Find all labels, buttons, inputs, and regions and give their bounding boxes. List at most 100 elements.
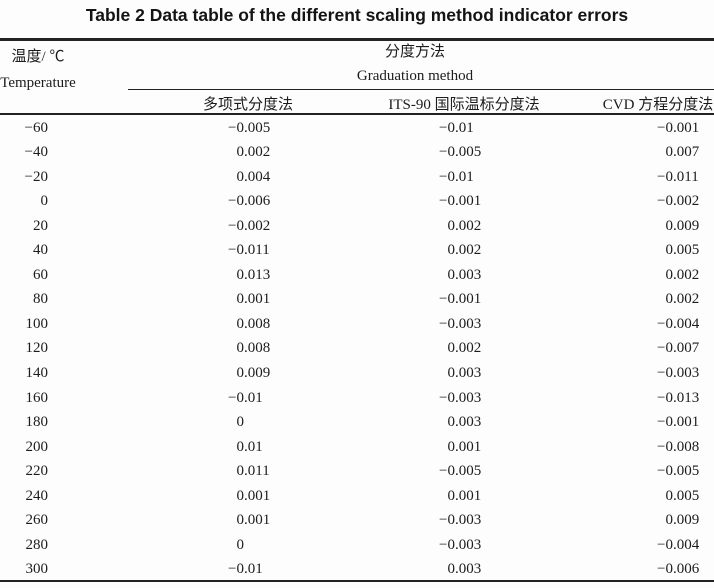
cell-integer-part: 120 <box>25 340 49 357</box>
its90-error-cell: −0.001 <box>439 189 481 214</box>
polynomial-error-cell: 0.001 <box>237 508 271 533</box>
cell-integer-part: 60 <box>33 266 48 283</box>
temperature-column-header: 温度/ ℃ Temperature <box>0 49 76 92</box>
cell-integer-part: 260 <box>25 512 49 529</box>
cvd-error-cell: −0.002 <box>657 189 699 214</box>
cell-fraction-part: .006 <box>673 561 700 578</box>
cell-integer-part: −0 <box>228 242 244 259</box>
cell-fraction-part: .005 <box>455 463 482 480</box>
its90-error-cell: 0.001 <box>448 435 482 460</box>
its90-error-cell: 0.003 <box>448 361 482 386</box>
cell-fraction-part: .005 <box>673 463 700 480</box>
cell-integer-part: −0 <box>657 315 673 332</box>
spanner-label-en: Graduation method <box>356 68 474 84</box>
polynomial-error-cell: −0.005 <box>228 116 270 141</box>
table-row: 260 0.001 −0.003 0.009 <box>0 508 714 533</box>
cell-fraction-part: .01 <box>244 389 263 406</box>
cell-integer-part: 0 <box>40 193 49 210</box>
polynomial-error-cell: 0.008 <box>237 312 271 337</box>
cvd-error-cell: −0.001 <box>657 410 699 435</box>
cell-fraction-part: .001 <box>244 512 271 529</box>
cell-integer-part: 160 <box>25 389 49 406</box>
cell-integer-part: −0 <box>657 168 673 185</box>
cell-fraction-part: .005 <box>455 144 482 161</box>
cell-integer-part: 200 <box>25 438 49 455</box>
cell-fraction-part: .003 <box>455 536 482 553</box>
cell-integer-part: 180 <box>25 414 49 431</box>
cell-integer-part: −0 <box>657 193 673 210</box>
cell-fraction-part: .007 <box>673 144 700 161</box>
spanner-underline-rule <box>128 89 714 91</box>
column-header-its90-method: ITS-90 国际温标分度法 <box>388 97 540 113</box>
its90-error-cell: 0.003 <box>448 557 482 582</box>
cvd-error-cell: −0.005 <box>657 459 700 484</box>
table-row: 300 −0.01 0.003 −0.006 <box>0 557 714 582</box>
cell-fraction-part: .004 <box>673 536 700 553</box>
cell-fraction-part: .003 <box>455 315 482 332</box>
cvd-error-cell: 0.005 <box>666 238 700 263</box>
table-row: 40 −0.011 0.002 0.005 <box>0 238 714 263</box>
cell-integer-part: 280 <box>25 536 49 553</box>
cell-fraction-part: .003 <box>455 512 482 529</box>
its90-error-cell: 0.001 <box>448 484 482 509</box>
cell-integer-part: −0 <box>439 119 455 136</box>
cell-integer-part: −0 <box>439 168 455 185</box>
table-row: 160 −0.01 −0.003 −0.013 <box>0 386 714 411</box>
cell-integer-part: 0 <box>447 487 456 504</box>
cell-fraction-part: .013 <box>244 266 271 283</box>
cell-integer-part: −0 <box>439 389 455 406</box>
cell-fraction-part: .003 <box>455 364 482 381</box>
cell-integer-part: 40 <box>33 242 48 259</box>
polynomial-error-cell: 0.001 <box>237 287 271 312</box>
its90-error-cell: −0.01 <box>439 165 474 190</box>
cvd-error-cell: 0.009 <box>666 214 700 239</box>
cell-integer-part: 0 <box>447 266 456 283</box>
table-row: 20 −0.002 0.002 0.009 <box>0 214 714 239</box>
column-header-cvd-method: CVD 方程分度法 <box>602 97 714 113</box>
cvd-error-cell: −0.001 <box>657 116 699 141</box>
polynomial-error-cell: 0.008 <box>237 336 271 361</box>
its90-error-cell: −0.003 <box>439 386 481 411</box>
cvd-error-cell: −0.006 <box>657 557 700 582</box>
table-row: 180 0 0.003 −0.001 <box>0 410 714 435</box>
its90-error-cell: 0.002 <box>448 238 482 263</box>
cell-integer-part: −0 <box>439 536 455 553</box>
table-row: 140 0.009 0.003 −0.003 <box>0 361 714 386</box>
cell-fraction-part: .001 <box>455 487 482 504</box>
table-row: −40 0.002 −0.005 0.007 <box>0 140 714 165</box>
header-bottom-rule <box>0 113 714 116</box>
cell-integer-part: 0 <box>665 512 674 529</box>
its90-error-cell: −0.003 <box>439 508 482 533</box>
table-row: 200 0.01 0.001 −0.008 <box>0 435 714 460</box>
cell-fraction-part: .01 <box>244 438 263 455</box>
cell-integer-part: −0 <box>657 119 673 136</box>
cell-integer-part: −0 <box>228 217 244 234</box>
polynomial-error-cell: 0.009 <box>237 361 271 386</box>
table-row: 280 0 −0.003 −0.004 <box>0 533 714 558</box>
cell-integer-part: 140 <box>25 364 49 381</box>
cell-integer-part: −0 <box>657 340 673 357</box>
cell-fraction-part: .003 <box>673 364 700 381</box>
temperature-header-en: Temperature <box>0 75 76 91</box>
cell-integer-part: 0 <box>665 291 674 308</box>
cell-fraction-part: .001 <box>455 291 482 308</box>
column-header-polynomial-method: 多项式分度法 <box>202 97 293 113</box>
cell-integer-part: −20 <box>24 168 48 185</box>
cell-integer-part: −0 <box>228 389 244 406</box>
cell-integer-part: 0 <box>236 512 245 529</box>
cell-fraction-part: .009 <box>244 364 271 381</box>
table-row: 60 0.013 0.003 0.002 <box>0 263 714 288</box>
polynomial-error-cell: −0.002 <box>228 214 270 239</box>
table-top-rule <box>0 38 714 41</box>
its90-error-cell: −0.005 <box>439 459 482 484</box>
cvd-error-cell: 0.007 <box>666 140 700 165</box>
cell-integer-part: 0 <box>236 340 245 357</box>
cell-integer-part: −0 <box>657 389 673 406</box>
table-row: 220 0.011 −0.005 −0.005 <box>0 459 714 484</box>
polynomial-error-cell: 0.002 <box>237 140 271 165</box>
cvd-error-cell: 0.005 <box>666 484 700 509</box>
cell-fraction-part: .001 <box>244 291 271 308</box>
cell-integer-part: −0 <box>657 414 673 431</box>
cell-fraction-part: .009 <box>673 217 700 234</box>
